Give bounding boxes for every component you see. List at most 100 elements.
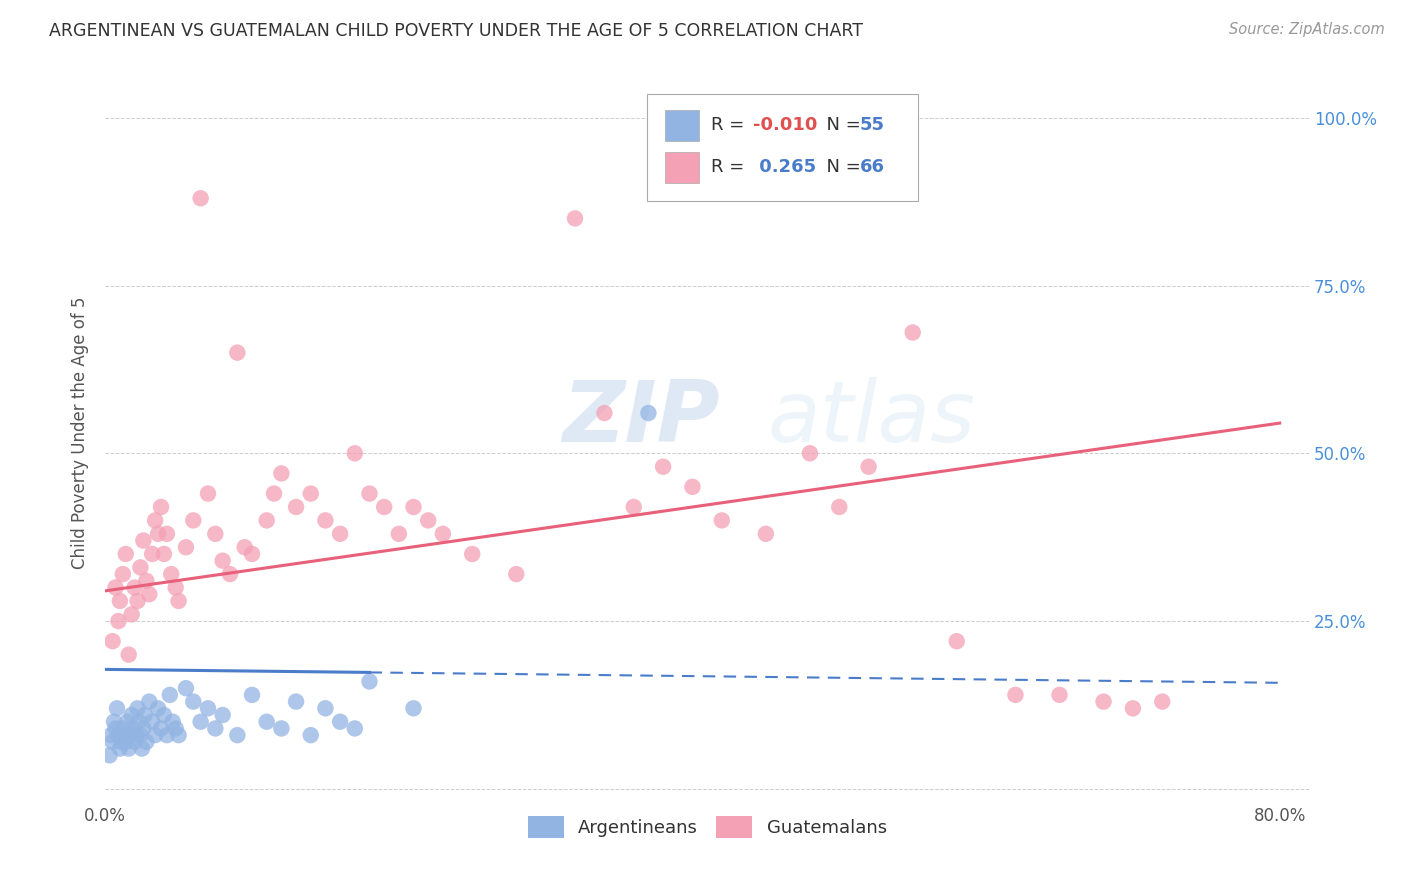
Point xyxy=(285,500,308,514)
Point xyxy=(143,513,166,527)
Point xyxy=(115,714,138,729)
Point xyxy=(165,581,187,595)
Point xyxy=(131,741,153,756)
Point xyxy=(1049,688,1071,702)
Point xyxy=(153,708,176,723)
Point xyxy=(197,486,219,500)
Text: R =: R = xyxy=(711,159,749,177)
Point xyxy=(329,714,352,729)
Point xyxy=(132,533,155,548)
Point xyxy=(128,714,150,729)
Point xyxy=(682,480,704,494)
Point xyxy=(138,587,160,601)
Point xyxy=(388,526,411,541)
Point xyxy=(190,714,212,729)
Point xyxy=(858,459,880,474)
Point xyxy=(143,728,166,742)
Point xyxy=(219,567,242,582)
Point xyxy=(101,634,124,648)
Text: atlas: atlas xyxy=(768,377,976,460)
Point xyxy=(174,541,197,555)
Point xyxy=(799,446,821,460)
Point xyxy=(134,708,156,723)
Point xyxy=(190,191,212,205)
Point xyxy=(150,500,173,514)
Point xyxy=(945,634,967,648)
Point xyxy=(270,722,292,736)
Point xyxy=(122,722,145,736)
Point xyxy=(197,701,219,715)
Point xyxy=(167,728,190,742)
Point xyxy=(402,500,425,514)
Point xyxy=(270,467,292,481)
Point xyxy=(418,513,440,527)
Point xyxy=(226,345,249,359)
Point xyxy=(121,607,143,622)
Point xyxy=(1122,701,1144,715)
Point xyxy=(114,735,136,749)
Point xyxy=(104,722,127,736)
Point xyxy=(111,722,134,736)
Point xyxy=(132,722,155,736)
Point xyxy=(593,406,616,420)
Point xyxy=(121,708,143,723)
Point xyxy=(211,554,233,568)
Point xyxy=(623,500,645,514)
Point xyxy=(107,728,129,742)
Text: Source: ZipAtlas.com: Source: ZipAtlas.com xyxy=(1229,22,1385,37)
Point xyxy=(240,688,263,702)
Point xyxy=(505,567,527,582)
Point xyxy=(299,486,322,500)
Legend: Argentineans, Guatemalans: Argentineans, Guatemalans xyxy=(520,808,894,845)
Point xyxy=(314,513,336,527)
Point xyxy=(129,560,152,574)
Point xyxy=(165,722,187,736)
Point xyxy=(167,594,190,608)
Point xyxy=(637,406,659,420)
Bar xyxy=(665,110,699,141)
Point xyxy=(100,728,122,742)
Point xyxy=(226,728,249,742)
Point xyxy=(233,541,256,555)
Point xyxy=(564,211,586,226)
Point xyxy=(1152,695,1174,709)
Text: 0.265: 0.265 xyxy=(752,159,815,177)
Point xyxy=(240,547,263,561)
Point xyxy=(114,547,136,561)
Point xyxy=(828,500,851,514)
Point xyxy=(359,674,381,689)
Point xyxy=(652,459,675,474)
Point xyxy=(461,547,484,561)
Point xyxy=(373,500,395,514)
Point xyxy=(125,728,148,742)
Point xyxy=(127,701,149,715)
Text: 66: 66 xyxy=(860,159,884,177)
Bar xyxy=(665,152,699,183)
Point xyxy=(211,708,233,723)
Point xyxy=(138,695,160,709)
Point xyxy=(108,594,131,608)
Point xyxy=(127,594,149,608)
Text: R =: R = xyxy=(711,116,749,135)
Point xyxy=(108,741,131,756)
Point xyxy=(263,486,285,500)
Point xyxy=(162,714,184,729)
Point xyxy=(159,688,181,702)
Point xyxy=(174,681,197,696)
Point xyxy=(256,513,278,527)
Point xyxy=(256,714,278,729)
Point xyxy=(111,567,134,582)
Point xyxy=(120,728,142,742)
Point xyxy=(118,648,141,662)
Point xyxy=(343,446,366,460)
Point xyxy=(299,728,322,742)
Y-axis label: Child Poverty Under the Age of 5: Child Poverty Under the Age of 5 xyxy=(72,297,89,569)
Point xyxy=(135,735,157,749)
Point xyxy=(150,722,173,736)
Point xyxy=(204,526,226,541)
Point xyxy=(204,722,226,736)
Point xyxy=(181,695,204,709)
Point xyxy=(112,728,135,742)
Point xyxy=(129,728,152,742)
Point xyxy=(755,526,778,541)
